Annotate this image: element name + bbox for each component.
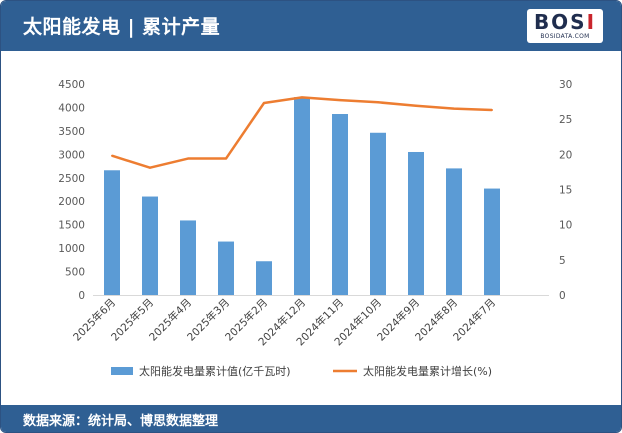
line-point — [111, 154, 113, 157]
bar — [180, 220, 196, 295]
legend-line-label: 太阳能发电量累计增长(%) — [363, 364, 492, 378]
y-right-tick-label: 25 — [559, 114, 572, 126]
legend-bar-swatch — [111, 367, 133, 375]
y-left-tick-label: 0 — [78, 290, 85, 302]
data-source: 数据来源：统计局、博思数据整理 — [23, 414, 219, 429]
line-point — [453, 107, 455, 110]
bar — [332, 114, 348, 296]
line-point — [339, 99, 341, 102]
line-point — [415, 104, 417, 107]
y-left-tick-label: 3000 — [58, 149, 85, 161]
line-point — [301, 96, 303, 99]
combo-chart: 0 500 1000 1500 2000 2500 3000 3500 4000 4500 0 5 10… — [58, 79, 572, 378]
y-left-tick-label: 2500 — [58, 173, 85, 185]
y-right-tick-label: 20 — [559, 149, 572, 161]
bar — [218, 241, 234, 295]
y-right-tick-label: 5 — [559, 255, 566, 267]
logo-wordmark: BOSI — [533, 10, 597, 34]
bosi-logo: BOSI BOSIDATA.COM — [527, 9, 603, 43]
line-series-group — [111, 96, 493, 169]
line-point — [377, 101, 379, 104]
y-left-tick-label: 1500 — [58, 220, 85, 232]
y-left-tick-label: 500 — [65, 267, 85, 279]
bar — [484, 188, 500, 295]
bar — [370, 132, 386, 295]
bar — [142, 196, 158, 295]
line-point — [187, 157, 189, 160]
bar — [104, 170, 120, 295]
y-left-tick-label: 2000 — [58, 196, 85, 208]
page-title: 太阳能发电 | 累计产量 — [23, 16, 221, 38]
y-right-tick-label: 15 — [559, 185, 572, 197]
line-point — [225, 157, 227, 160]
footer-bar: 数据来源：统计局、博思数据整理 — [1, 405, 621, 432]
legend: 太阳能发电量累计值(亿千瓦时) 太阳能发电量累计增长(%) — [111, 364, 492, 378]
bar — [446, 168, 462, 295]
y-right-tick-label: 30 — [559, 79, 572, 91]
bar — [408, 151, 424, 295]
header-bar: 太阳能发电 | 累计产量 BOSI BOSIDATA.COM — [1, 1, 621, 51]
legend-bar-label: 太阳能发电量累计值(亿千瓦时) — [139, 364, 291, 378]
bar — [294, 97, 310, 295]
y-right-tick-label: 10 — [559, 220, 572, 232]
line-point — [491, 109, 493, 112]
bar-series-group — [104, 97, 500, 296]
line-point — [263, 101, 265, 104]
line-point — [149, 166, 151, 169]
y-left-tick-label: 4500 — [58, 79, 85, 91]
y-left-tick-label: 1000 — [58, 243, 85, 255]
y-left-tick-label: 3500 — [58, 126, 85, 138]
logo-subtext: BOSIDATA.COM — [540, 33, 590, 40]
y-left-tick-label: 4000 — [58, 102, 85, 114]
y-right-tick-label: 0 — [559, 290, 566, 302]
bar — [256, 261, 272, 295]
